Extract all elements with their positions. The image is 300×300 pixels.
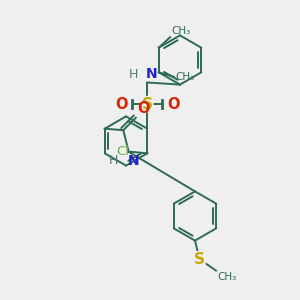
Text: N: N [146,67,158,81]
Text: H: H [109,154,118,167]
Text: Cl: Cl [116,145,129,158]
Text: H: H [128,68,138,81]
Text: S: S [194,252,205,267]
Text: S: S [142,97,153,112]
Text: CH₃: CH₃ [218,272,237,282]
Text: N: N [128,154,140,168]
Text: CH₃: CH₃ [171,26,190,36]
Text: O: O [167,97,179,112]
Text: O: O [115,97,128,112]
Text: CH₃: CH₃ [175,72,194,82]
Text: O: O [137,101,150,116]
